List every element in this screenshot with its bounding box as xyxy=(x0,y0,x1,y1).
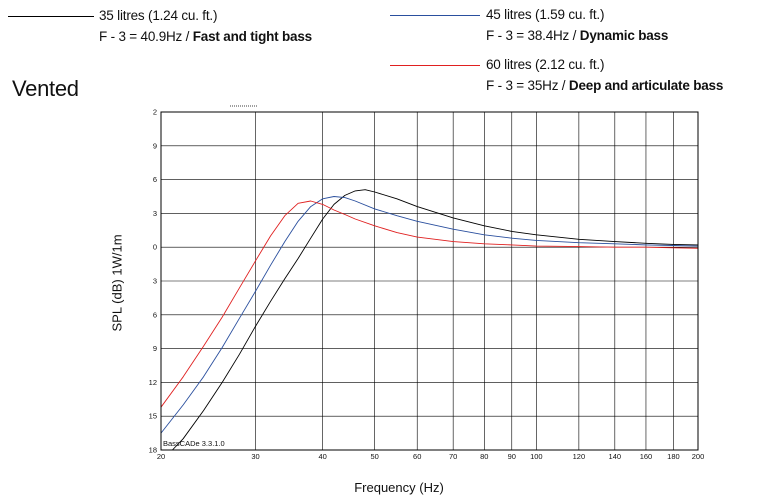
legend-volume-35l: 35 litres (1.24 cu. ft.) xyxy=(99,8,218,23)
x-axis-label: Frequency (Hz) xyxy=(354,480,444,495)
x-tick-label-60: 60 xyxy=(413,452,421,461)
x-tick-label-180: 180 xyxy=(667,452,680,461)
x-tick-label-90: 90 xyxy=(508,452,516,461)
legend-character-45l: Dynamic bass xyxy=(579,28,669,43)
legend-line-35l xyxy=(8,16,94,17)
x-tick-label-50: 50 xyxy=(371,452,379,461)
section-title: Vented xyxy=(12,76,79,101)
legend-line-60l xyxy=(390,65,480,66)
y-tick-label-3: 3 xyxy=(153,209,157,218)
y-tick-label-8: 12 xyxy=(149,378,157,387)
chart-grid xyxy=(160,111,699,451)
series-line-0 xyxy=(172,189,699,451)
y-tick-label-5: 3 xyxy=(153,277,157,286)
series-line-2 xyxy=(160,200,699,408)
chart-series xyxy=(160,189,699,451)
x-tick-label-200: 200 xyxy=(692,452,705,461)
y-tick-label-10: 18 xyxy=(149,446,157,455)
x-tick-label-80: 80 xyxy=(480,452,488,461)
x-tick-label-100: 100 xyxy=(530,452,543,461)
x-tick-label-40: 40 xyxy=(318,452,326,461)
y-tick-label-0: 2 xyxy=(153,108,157,117)
y-tick-label-1: 9 xyxy=(153,141,157,150)
y-tick-label-4: 0 xyxy=(153,243,157,252)
legend-volume-45l: 45 litres (1.59 cu. ft.) xyxy=(486,7,605,22)
legend-f3-60l: F - 3 = 35Hz / Deep and articulate bass xyxy=(486,76,723,95)
legend-character-60l: Deep and articulate bass xyxy=(568,78,724,93)
legend-f3-value-35l: F - 3 = 40.9Hz / xyxy=(99,29,193,44)
chart-watermark: BassCADe 3.3.1.0 xyxy=(163,439,225,448)
x-tick-label-140: 140 xyxy=(609,452,622,461)
legend-line-45l xyxy=(390,15,480,16)
legend-f3-35l: F - 3 = 40.9Hz / Fast and tight bass xyxy=(99,27,312,46)
y-tick-label-2: 6 xyxy=(153,175,157,184)
y-tick-label-6: 6 xyxy=(153,310,157,319)
legend-f3-value-60l: F - 3 = 35Hz / xyxy=(486,78,569,93)
x-tick-label-120: 120 xyxy=(573,452,586,461)
x-tick-label-70: 70 xyxy=(449,452,457,461)
plot-area-border xyxy=(160,111,699,451)
legend-f3-value-45l: F - 3 = 38.4Hz / xyxy=(486,28,580,43)
legend-volume-60l: 60 litres (2.12 cu. ft.) xyxy=(486,57,605,72)
x-tick-label-160: 160 xyxy=(640,452,653,461)
y-tick-label-7: 9 xyxy=(153,344,157,353)
x-tick-label-30: 30 xyxy=(251,452,259,461)
x-tick-label-20: 20 xyxy=(157,452,165,461)
series-line-1 xyxy=(160,196,699,434)
legend-character-35l: Fast and tight bass xyxy=(192,29,312,44)
legend-f3-45l: F - 3 = 38.4Hz / Dynamic bass xyxy=(486,26,668,45)
chart-ticks: 20 30 40 50 60 70 80 90 100 120 140 160 180 200296303… xyxy=(149,108,705,462)
y-tick-label-9: 15 xyxy=(149,412,157,421)
